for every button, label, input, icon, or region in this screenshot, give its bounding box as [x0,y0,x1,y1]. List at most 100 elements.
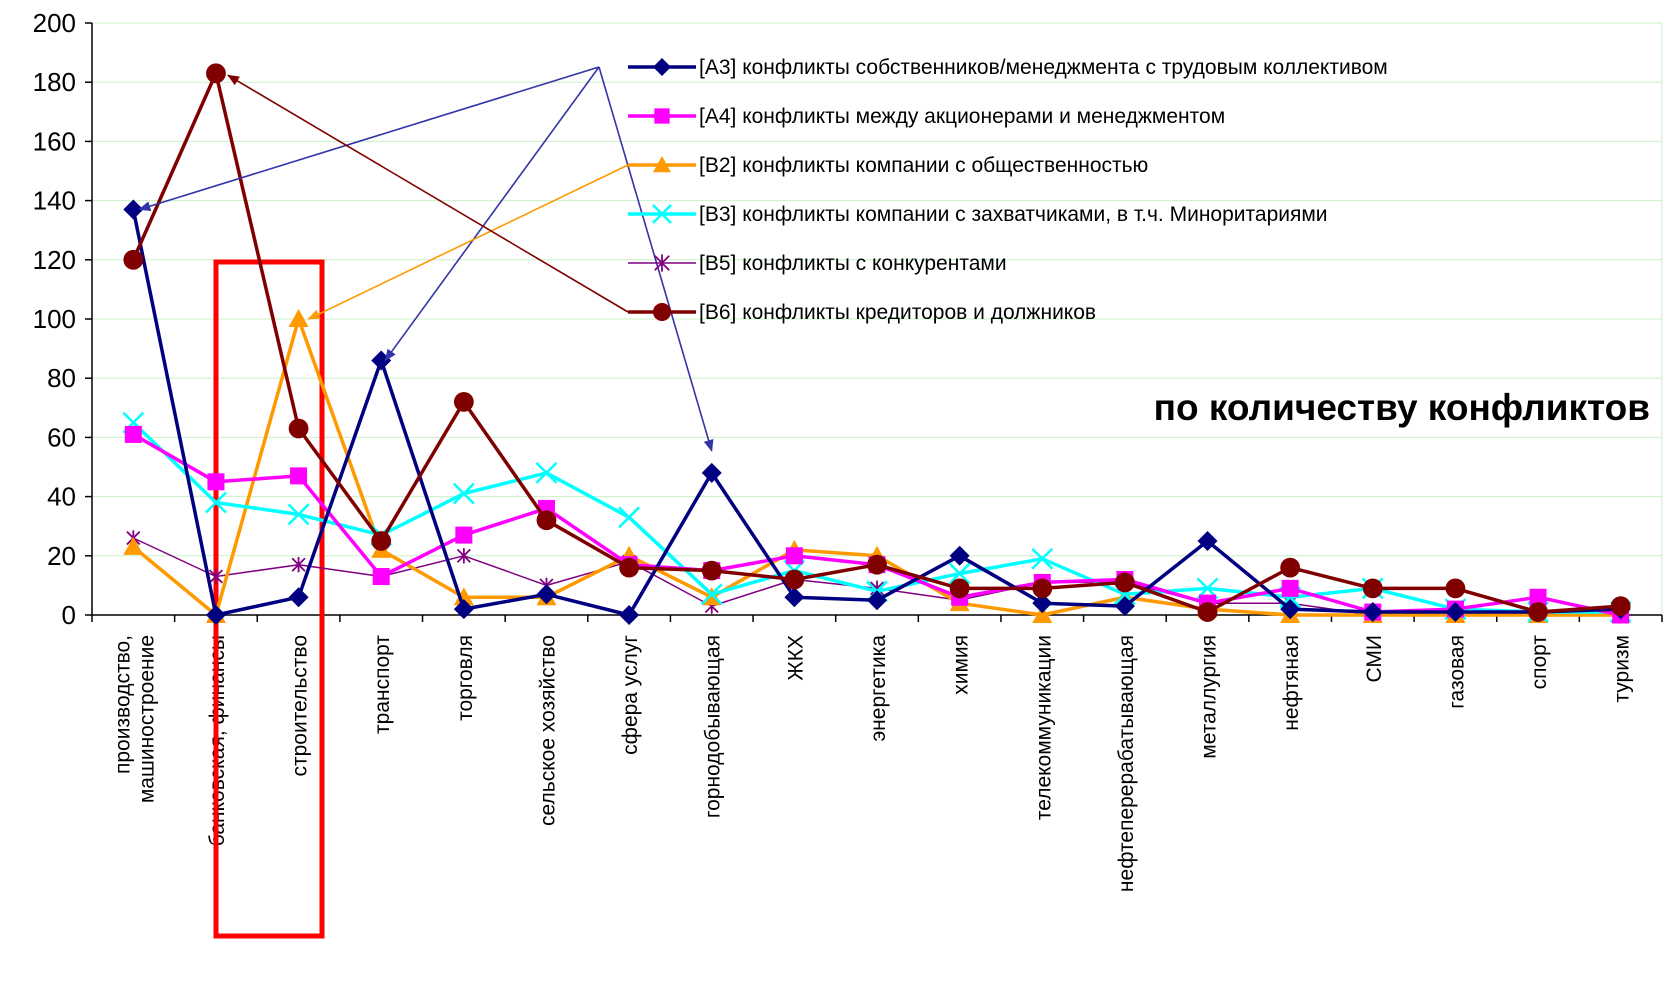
x-category-label: нефтеперерабатывающая [1115,635,1138,892]
data-point [123,249,144,270]
data-point [123,536,144,555]
y-axis-ticks: 0 20 40 60 80 100 120 140 160 180 200 [33,8,92,630]
legend-item: [A3] конфликты собственников/менеджмента… [628,56,1388,79]
callout-arrow-a3 [138,66,600,211]
data-point [653,156,671,173]
data-point [1114,572,1135,593]
data-point [371,350,392,371]
data-point [652,204,672,224]
x-category-label: торговля [454,635,477,721]
legend-item: [B6] конфликты кредиторов и должников [628,301,1096,324]
legend: [A3] конфликты собственников/менеджмента… [628,56,1388,324]
data-point [1032,578,1053,599]
x-axis-category-labels: производство, машиностроение банковская, ф… [111,635,1633,892]
y-tick-label: 140 [33,186,76,216]
data-point [654,254,670,272]
data-point [618,506,640,529]
callout-arrow-a3 [384,66,600,362]
data-point [123,199,144,220]
x-category-label: металлургия [1198,635,1221,759]
legend-label: [B3] конфликты компании с захватчиками, … [699,203,1328,226]
y-tick-label: 40 [47,482,76,512]
data-point [1281,579,1299,597]
data-point [653,303,671,321]
data-point [1280,599,1301,620]
data-point [1529,588,1547,606]
x-category-label: сфера услуг [619,635,642,755]
data-point [290,467,308,485]
data-point [1445,578,1466,599]
x-category-label: СМИ [1363,635,1386,683]
data-point [536,510,557,531]
data-point [653,58,671,76]
x-category-label: химия [950,635,973,695]
data-point [455,526,473,544]
x-category-label: туризм [1611,635,1634,703]
data-point [535,462,558,484]
data-point [1197,531,1218,551]
y-tick-label: 80 [47,363,76,393]
data-point [1032,605,1053,623]
data-point [207,473,225,491]
legend-item: [B2] конфликты компании с общественность… [628,154,1148,177]
series-layer [122,63,1632,625]
data-point [206,63,226,84]
data-point [701,560,722,581]
legend-item: [A4] конфликты между акционерами и менед… [628,105,1225,128]
data-point [288,309,309,327]
data-point [536,584,557,605]
callout-arrow-b2 [307,164,629,320]
data-point [205,491,227,514]
data-point [949,578,970,599]
x-category-label: горнодобывающая [702,635,725,818]
data-point [453,391,474,412]
legend-item: [B5] конфликты с конкурентами [628,252,1007,275]
legend-label: [B6] конфликты кредиторов и должников [699,301,1096,324]
data-point [785,547,803,565]
series-1 [123,199,1631,625]
data-point [867,554,887,575]
y-tick-label: 20 [47,541,76,571]
data-point [1031,547,1054,570]
legend-label: [A4] конфликты между акционерами и менед… [699,105,1225,128]
data-point [1610,596,1631,617]
y-tick-label: 120 [33,245,76,275]
x-category-label: ЖКХ [784,635,807,681]
annotation-text: по количеству конфликтов [1154,387,1650,428]
data-point [1528,602,1548,622]
data-point [867,590,887,611]
data-point [1032,593,1053,614]
data-point [784,569,805,590]
data-point [1362,578,1383,599]
data-point [1362,602,1383,623]
data-point [1197,602,1218,622]
series-6 [123,63,1631,622]
data-point [288,418,309,439]
x-category-label: газовая [1445,635,1468,709]
x-category-label: сельское хозяйство [536,635,559,826]
data-point [619,605,640,625]
x-category-label: телекоммуникации [1032,635,1055,820]
data-point [619,557,640,578]
y-tick-label: 0 [62,600,76,630]
x-category-label: нефтяная [1280,635,1303,731]
y-tick-label: 160 [33,126,76,156]
x-category-label: транспорт [371,635,394,734]
data-point [949,545,970,566]
callout-arrows [138,66,714,452]
data-point [453,587,474,606]
x-category-label: производство, [111,635,134,774]
data-point [1114,596,1135,617]
data-point [456,548,471,564]
data-point [208,568,223,585]
callout-arrow-b6 [227,74,629,313]
data-point [287,503,310,526]
data-point [700,583,723,606]
y-tick-label: 180 [33,67,76,97]
y-tick-label: 200 [33,8,76,38]
callout-arrow-a3 [598,66,714,452]
data-point [288,587,309,608]
legend-label: [A3] конфликты собственников/менеджмента… [699,56,1388,79]
data-point [452,482,475,505]
